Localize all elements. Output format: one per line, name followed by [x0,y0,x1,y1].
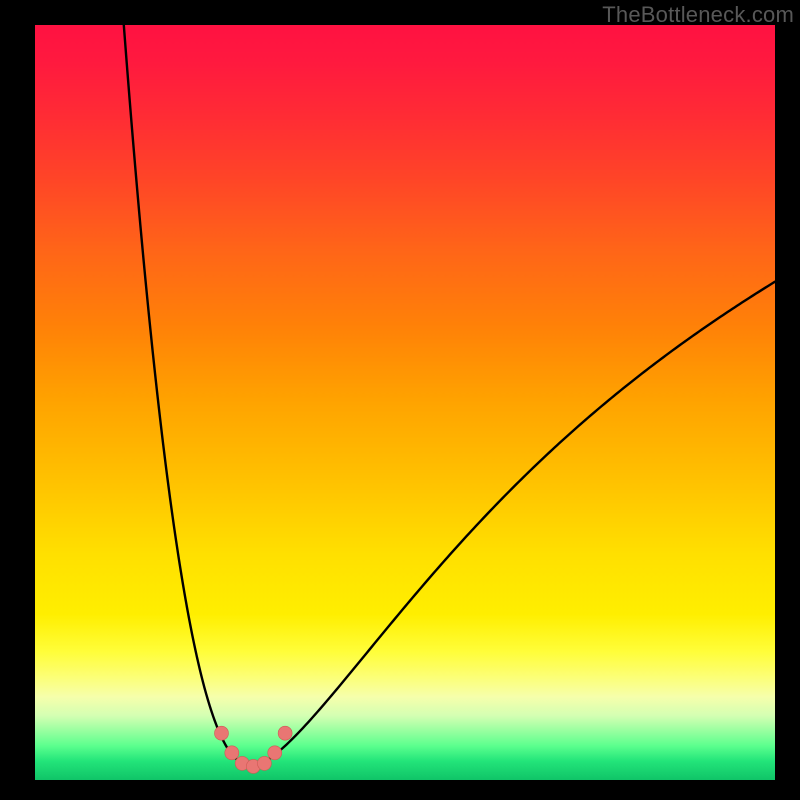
valley-marker [257,756,271,770]
valley-markers [214,726,292,773]
plot-frame [35,25,775,780]
figure-root: TheBottleneck.com [0,0,800,800]
bottleneck-curve [124,25,775,766]
valley-marker [268,746,282,760]
valley-marker [225,746,239,760]
valley-marker [278,726,292,740]
curve-layer [35,25,775,780]
valley-marker [214,726,228,740]
watermark-text: TheBottleneck.com [602,2,794,28]
